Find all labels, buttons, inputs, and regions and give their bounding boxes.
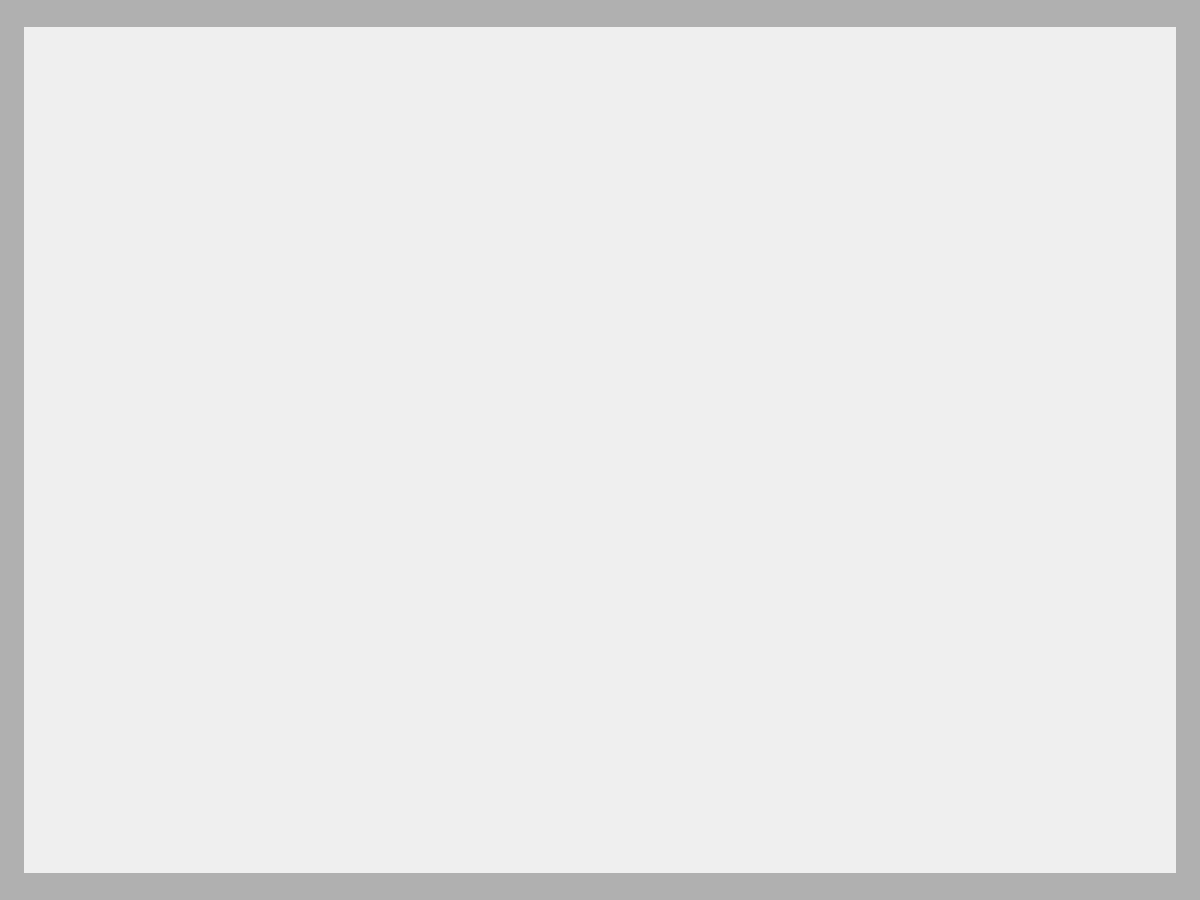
Text: Step 2:: Step 2: xyxy=(156,256,233,274)
Text: Determine the rate law for the overall reaction, where the overall rate constant: Determine the rate law for the overall r… xyxy=(60,392,1006,410)
Text: Overall:: Overall: xyxy=(156,317,241,335)
Text: fast: fast xyxy=(636,256,673,274)
Text: slow: slow xyxy=(636,194,680,212)
Text: 2A → B: 2A → B xyxy=(372,194,442,212)
FancyBboxPatch shape xyxy=(162,484,1164,560)
Text: B + C → D: B + C → D xyxy=(372,256,475,274)
Text: Step 1:: Step 1: xyxy=(156,194,233,212)
Text: Consider the mechanism.: Consider the mechanism. xyxy=(60,112,330,131)
Text: stion 2 of 3   >: stion 2 of 3 > xyxy=(48,32,172,50)
Text: rate =: rate = xyxy=(60,513,124,531)
Text: 2A + C → D: 2A + C → D xyxy=(372,317,487,335)
